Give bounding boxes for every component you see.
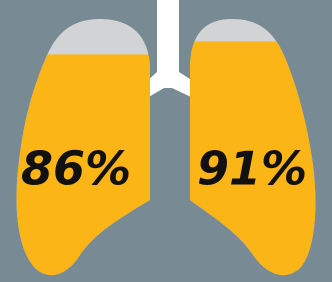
value-label: 86% [21, 142, 131, 196]
chart: 86% 91% [0, 0, 332, 282]
page: 86%91% (() => { const data = JSON.parse(… [0, 0, 332, 282]
value-label: 91% [197, 142, 307, 196]
